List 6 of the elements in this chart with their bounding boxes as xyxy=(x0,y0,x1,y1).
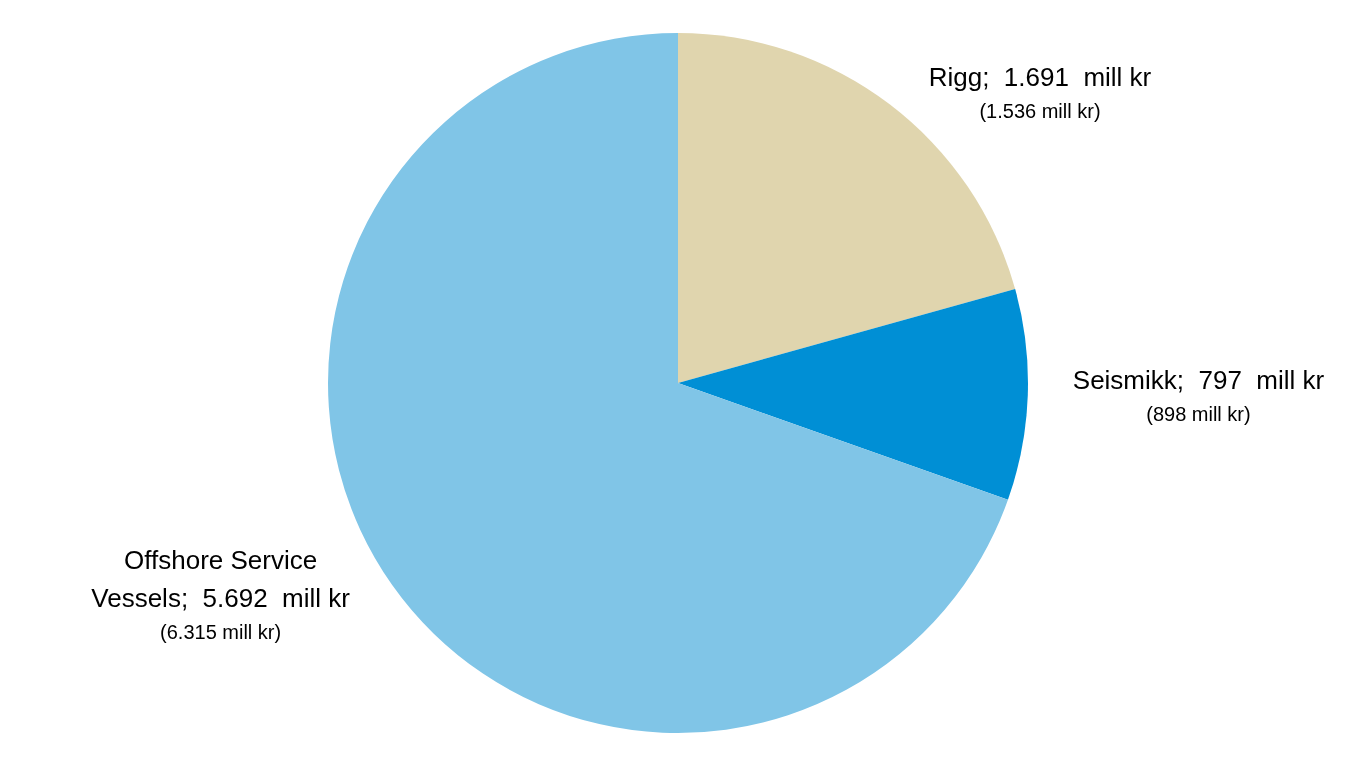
slice-label: Rigg; 1.691 mill kr xyxy=(928,62,1152,93)
slice-label: Offshore Service Vessels; 5.692 mill kr xyxy=(91,544,351,613)
slice-label: Seismikk; 797 mill kr xyxy=(1072,365,1325,396)
text: (898 mill kr) xyxy=(1146,403,1251,426)
text: (6.315 mill kr) xyxy=(160,620,282,643)
text: (1.536 mill kr) xyxy=(979,100,1101,123)
